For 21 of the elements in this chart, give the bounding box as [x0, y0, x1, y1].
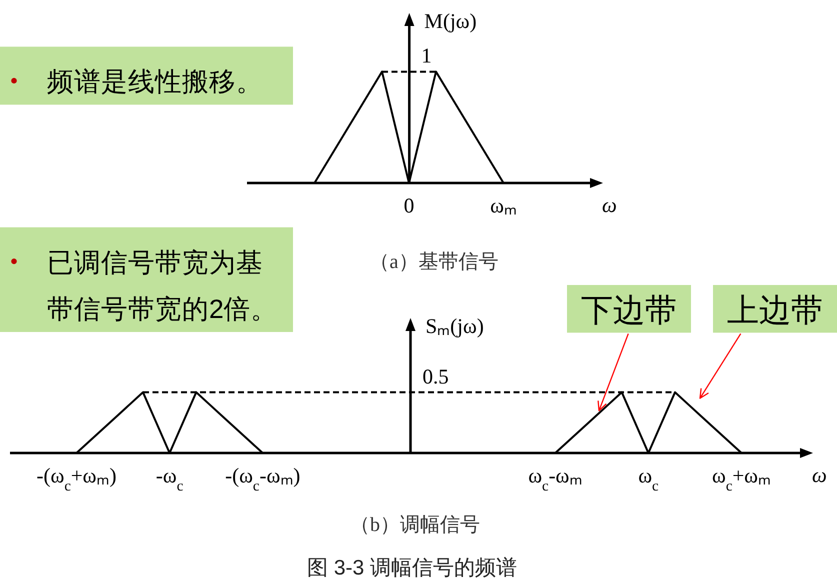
x-tick-label: ω$_{c}$	[638, 463, 660, 494]
x-tick-label: -ω$_{c}$	[156, 463, 184, 494]
x-tick-label: -(ω$_{c}$+ωₘ)	[36, 463, 117, 494]
text: 已调信号带宽为基带信号带宽的2倍。	[47, 247, 278, 324]
x-axis-title: ω	[602, 193, 617, 217]
text: 0.5	[422, 364, 449, 388]
text: （b）调幅信号	[350, 514, 480, 536]
y-axis-title: Sₘ(jω)	[426, 314, 484, 338]
y-axis-title: M(jω)	[424, 9, 477, 33]
ref-line-label: 1	[421, 44, 432, 68]
x-tick-label: 0	[404, 193, 414, 218]
annotation: 频谱是线性搬移。	[47, 66, 263, 97]
caption: 图 3-3 调幅信号的频谱	[306, 556, 518, 580]
x-tick-label: ωₘ	[490, 193, 517, 218]
x-axis-title: ω	[812, 463, 827, 487]
x-tick-label: ω$_{c}$+ωₘ	[712, 463, 772, 494]
text: 上边带	[727, 292, 823, 328]
x-tick-label: -(ω$_{c}$-ωₘ)	[225, 463, 300, 494]
text: 下边带	[581, 292, 677, 328]
x-tick-label: ω$_{c}$-ωₘ	[528, 463, 582, 494]
text: （a）基带信号	[370, 251, 498, 273]
